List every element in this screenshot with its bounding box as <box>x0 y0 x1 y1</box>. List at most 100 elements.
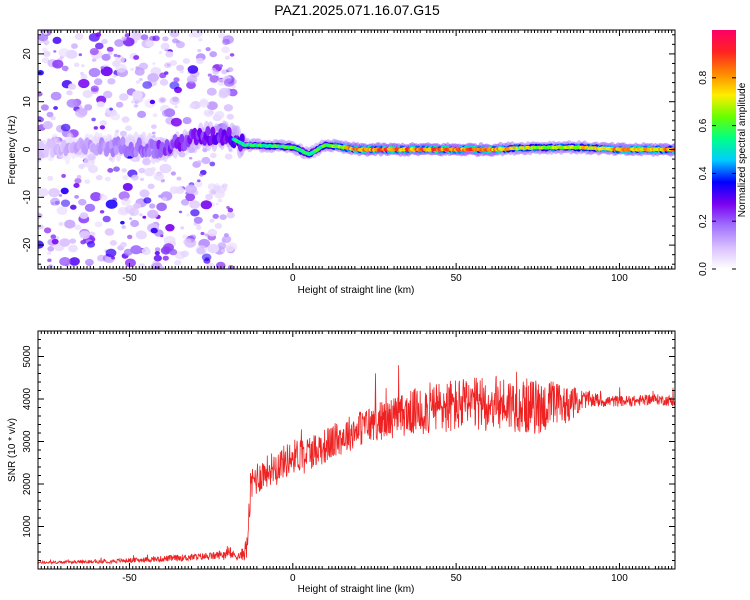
spectrogram-noise-blob <box>47 246 55 252</box>
spectrogram-ridge-outer <box>226 126 232 137</box>
spectrogram-noise-blob <box>114 39 124 47</box>
spectrogram-noise-blob <box>223 233 229 238</box>
spectrogram-noise-blob <box>38 188 49 197</box>
spectrogram-noise-blob <box>170 171 176 176</box>
spectrogram-noise-blob <box>159 266 165 269</box>
spectrogram-noise-blob <box>210 152 217 159</box>
spectrogram-noise-blob <box>152 113 158 118</box>
spectrogram-noise-blob <box>215 202 219 206</box>
x-tick-label: 100 <box>611 573 628 584</box>
spectrogram-noise-blob <box>199 99 209 108</box>
spectrogram-noise-blob <box>153 254 162 262</box>
spectrogram-noise-blob <box>229 53 235 57</box>
spectrogram-noise-blob <box>43 50 51 58</box>
spectrogram-noise-blob <box>185 184 197 194</box>
spectrogram-noise-blob <box>94 221 103 228</box>
y-tick-label: 3000 <box>22 430 33 453</box>
spectrogram-noise-blob <box>149 99 156 105</box>
spectrogram-noise-blob <box>172 96 179 102</box>
spectrogram-noise-blob <box>182 234 188 239</box>
spectrogram-noise-blob <box>76 174 82 179</box>
spectrogram-noise-blob <box>131 174 139 181</box>
spectrogram-noise-blob <box>66 90 73 96</box>
spectrogram-noise-blob <box>73 183 80 188</box>
spectrogram-noise-blob <box>136 199 143 205</box>
spectrogram-noise-blob <box>209 51 217 58</box>
spectrogram-noise-blob <box>186 213 190 217</box>
spectrogram-noise-blob <box>43 31 48 35</box>
spectrogram-noise-blob <box>100 193 104 197</box>
spectrogram-noise-blob <box>78 163 85 169</box>
spectrogram-axes: -50 0 50 100 -20 -10 0 10 20 <box>22 30 676 284</box>
spectrogram-noise-blob <box>154 251 160 256</box>
y-tick-label: -20 <box>22 237 33 252</box>
snr-background <box>38 331 675 569</box>
spectrogram-noise-blob <box>222 38 230 46</box>
spectrogram-ridge-outer <box>179 133 185 144</box>
spectrogram-noise-blob <box>158 194 163 198</box>
spectrogram-noise-blob <box>112 60 121 67</box>
spectrogram-noise-blob <box>115 101 124 108</box>
spectrogram-noise-blob <box>222 187 227 191</box>
spectrogram-noise-blob <box>124 33 130 38</box>
spectrogram-noise-blob <box>219 64 223 68</box>
spectrogram-noise-blob <box>122 183 133 191</box>
spectrogram-noise-blob <box>139 213 143 217</box>
x-tick-label: 0 <box>290 273 296 284</box>
spectrogram-noise-blob <box>93 126 99 130</box>
spectrogram-noise-blob <box>217 198 223 203</box>
spectrogram-noise-blob <box>147 183 155 190</box>
spectrogram-noise-blob <box>198 172 204 177</box>
spectrogram-noise-blob <box>78 198 87 206</box>
spectrogram-noise-blob <box>221 46 230 54</box>
spectrogram-noise-blob <box>61 173 66 178</box>
figure-title: PAZ1.2025.071.16.07.G15 <box>274 2 440 18</box>
spectrogram-noise-blob <box>135 80 141 84</box>
colorbar-label: Normalized spectral amplitude <box>737 82 748 217</box>
spectrogram-noise-blob <box>197 49 202 53</box>
spectrogram-noise-blob <box>124 205 137 214</box>
spectrogram-noise-blob <box>224 153 233 160</box>
spectrogram-noise-blob <box>153 172 165 181</box>
spectrogram-noise-blob <box>104 228 115 236</box>
spectrogram-noise-blob <box>120 241 127 248</box>
spectrogram-noise-blob <box>226 206 230 209</box>
spectrogram-noise-blob <box>170 117 182 127</box>
colorbar-tick-label: 0.2 <box>698 214 709 228</box>
spectrogram-x-axis-label: Height of straight line (km) <box>298 285 415 296</box>
spectrogram-noise-blob <box>121 168 127 173</box>
spectrogram-noise-blob <box>160 42 170 51</box>
spectrogram-noise-blob <box>200 200 212 210</box>
spectrogram-noise-blob <box>162 36 169 42</box>
spectrogram-noise-blob <box>48 264 53 269</box>
spectrogram-noise-blob <box>218 87 231 98</box>
spectrogram-noise-blob <box>182 58 191 64</box>
spectrogram-noise-blob <box>195 225 202 230</box>
spectrogram-noise-blob <box>162 197 167 202</box>
spectrogram-noise-blob <box>151 124 157 129</box>
spectrogram-noise-blob <box>150 227 158 234</box>
spectrogram-noise-blob <box>51 238 59 245</box>
spectrogram-noise-blob <box>206 101 218 111</box>
spectrogram-noise-blob <box>103 90 113 99</box>
spectrogram-noise-blob <box>159 72 167 79</box>
spectrogram-noise-blob <box>152 35 160 42</box>
spectrogram-noise-blob <box>147 209 159 219</box>
colorbar-gradient <box>712 30 736 269</box>
spectrogram-noise-blob <box>112 74 117 78</box>
spectrogram-noise-blob <box>196 160 202 165</box>
spectrogram-noise-blob <box>106 46 114 53</box>
snr-y-axis-label: SNR (10 * v/v) <box>7 418 18 482</box>
spectrogram-noise-blob <box>159 163 172 174</box>
spectrogram-noise-blob <box>82 89 93 99</box>
spectrogram-noise-blob <box>226 211 235 219</box>
spectrogram-ridge-outer <box>210 126 216 137</box>
y-tick-label: 20 <box>22 48 33 60</box>
spectrogram-noise-blob <box>109 240 117 246</box>
spectrogram-ridge-outer <box>120 136 126 147</box>
spectrogram-noise-blob <box>221 69 228 75</box>
spectrogram-noise-blob <box>219 214 227 221</box>
spectrogram-noise-blob <box>78 78 90 89</box>
spectrogram-noise-blob <box>100 66 105 70</box>
spectrogram-noise-blob <box>59 257 71 266</box>
